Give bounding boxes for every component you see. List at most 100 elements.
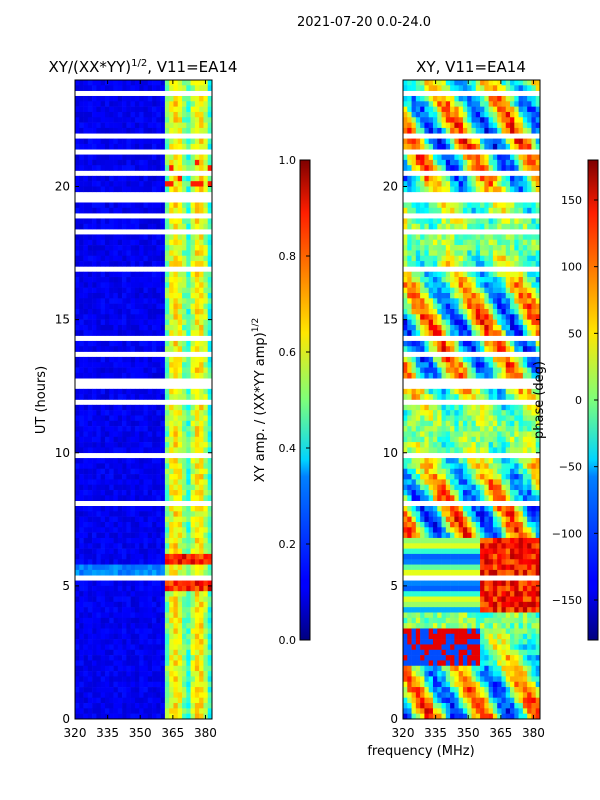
- heatmap-cell: [83, 553, 89, 560]
- heatmap-cell: [96, 159, 101, 166]
- heatmap-cell: [164, 181, 170, 187]
- heatmap-cell: [117, 442, 123, 448]
- heatmap-cell: [484, 154, 489, 161]
- heatmap-cell: [501, 314, 507, 320]
- heatmap-cell: [169, 303, 174, 310]
- heatmap-cell: [113, 442, 119, 448]
- heatmap-cell: [488, 111, 494, 118]
- heatmap-cell: [117, 122, 123, 129]
- heatmap-cell: [454, 234, 459, 241]
- heatmap-cell: [109, 527, 114, 533]
- heatmap-cell: [177, 553, 183, 560]
- heatmap-cell: [164, 687, 170, 693]
- heatmap-cell: [190, 617, 196, 624]
- heatmap-cell: [83, 447, 89, 454]
- heatmap-cell: [160, 697, 166, 704]
- heatmap-cell: [471, 308, 477, 315]
- heatmap-cell: [139, 687, 144, 693]
- figure-suptitle: 2021-07-20 0.0-24.0: [297, 15, 431, 30]
- heatmap-cell: [177, 511, 183, 517]
- heatmap-cell: [527, 271, 532, 278]
- heatmap-cell: [143, 420, 149, 427]
- heatmap-cell: [535, 181, 540, 187]
- heatmap-cell: [186, 564, 191, 571]
- heatmap-cell: [471, 420, 477, 427]
- heatmap-cell: [480, 181, 485, 187]
- heatmap-cell: [75, 569, 80, 576]
- heatmap-cell: [194, 159, 200, 166]
- heatmap-cell: [462, 394, 468, 400]
- heatmap-cell: [156, 697, 161, 704]
- heatmap-cell: [182, 644, 187, 651]
- heatmap-cell: [207, 186, 212, 193]
- heatmap-cell: [75, 95, 80, 102]
- heatmap-cell: [182, 713, 187, 719]
- heatmap-cell: [186, 468, 191, 475]
- heatmap-cell: [87, 553, 93, 560]
- heatmap-cell: [182, 234, 187, 241]
- heatmap-cell: [113, 175, 119, 182]
- heatmap-cell: [87, 671, 93, 677]
- heatmap-cell: [92, 681, 97, 688]
- heatmap-cell: [147, 181, 153, 187]
- heatmap-cell: [100, 479, 106, 486]
- heatmap-cell: [87, 490, 93, 496]
- heatmap-cell: [113, 447, 119, 454]
- heatmap-cell: [169, 564, 174, 571]
- heatmap-cell: [83, 644, 89, 651]
- heatmap-cell: [432, 293, 438, 299]
- heatmap-cell: [518, 340, 524, 347]
- heatmap-cell: [467, 356, 472, 363]
- heatmap-cell: [411, 218, 417, 225]
- heatmap-cell: [407, 420, 412, 427]
- heatmap-cell: [450, 138, 455, 145]
- heatmap-cell: [134, 127, 140, 134]
- heatmap-cell: [83, 660, 89, 667]
- heatmap-cell: [194, 154, 200, 161]
- heatmap-cell: [190, 356, 196, 363]
- heatmap-cell: [122, 234, 127, 241]
- heatmap-cell: [139, 559, 144, 565]
- heatmap-cell: [203, 101, 209, 107]
- heatmap-cell: [92, 639, 97, 645]
- heatmap-cell: [471, 111, 477, 118]
- heatmap-cell: [182, 287, 187, 294]
- colorbar-tick-label: 0.0: [279, 634, 297, 647]
- heatmap-cell: [467, 202, 472, 209]
- heatmap-cell: [501, 154, 507, 161]
- heatmap-cell: [424, 255, 429, 262]
- heatmap-cell: [169, 394, 174, 400]
- heatmap-cell: [501, 420, 507, 427]
- heatmap-cell: [104, 426, 110, 432]
- heatmap-cell: [428, 303, 434, 310]
- heatmap-cell: [199, 479, 204, 486]
- heatmap-cell: [122, 95, 127, 102]
- heatmap-cell: [164, 612, 170, 619]
- heatmap-cell: [471, 143, 477, 150]
- heatmap-cell: [156, 314, 161, 320]
- heatmap-cell: [445, 101, 451, 107]
- heatmap-cell: [522, 308, 528, 315]
- heatmap-cell: [122, 127, 127, 134]
- heatmap-cell: [134, 681, 140, 688]
- heatmap-cell: [169, 106, 174, 113]
- heatmap-cell: [173, 80, 179, 86]
- heatmap-cell: [480, 117, 485, 123]
- heatmap-cell: [471, 80, 477, 86]
- heatmap-cell: [139, 703, 144, 709]
- heatmap-cell: [514, 181, 519, 187]
- heatmap-cell: [92, 596, 97, 603]
- heatmap-cell: [497, 186, 502, 193]
- heatmap-cell: [522, 356, 528, 363]
- heatmap-cell: [190, 431, 196, 438]
- heatmap-cell: [122, 548, 127, 555]
- heatmap-cell: [190, 250, 196, 257]
- heatmap-cell: [87, 138, 93, 145]
- heatmap-cell: [458, 426, 464, 432]
- heatmap-cell: [403, 245, 408, 251]
- heatmap-cell: [441, 330, 447, 336]
- heatmap-cell: [424, 271, 429, 278]
- heatmap-cell: [505, 250, 511, 257]
- heatmap-cell: [92, 277, 97, 283]
- heatmap-cell: [104, 308, 110, 315]
